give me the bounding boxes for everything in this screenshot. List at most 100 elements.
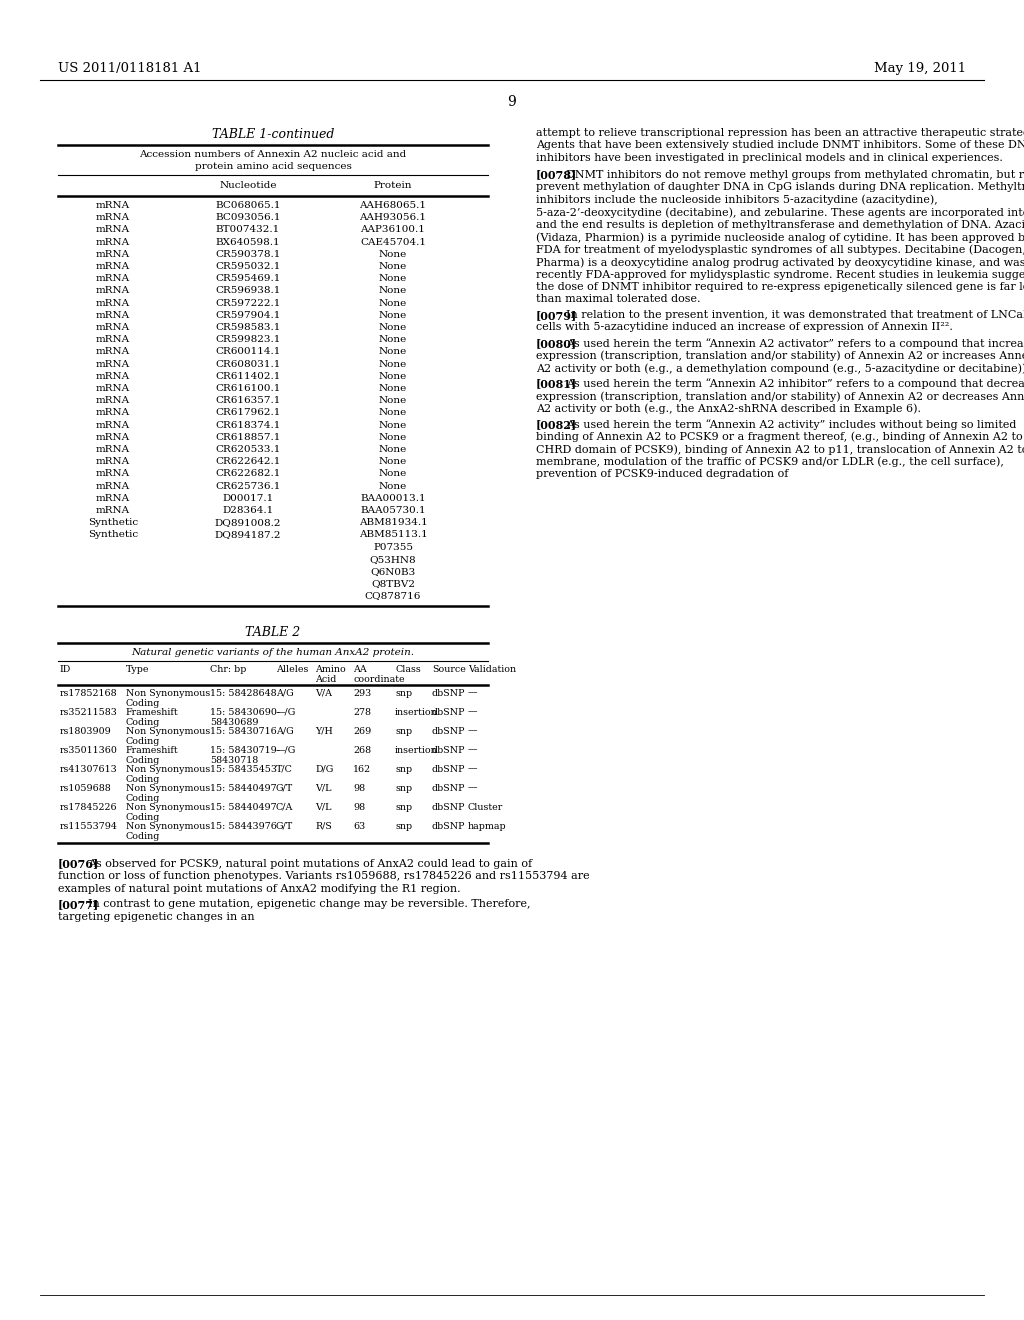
- Text: snp: snp: [395, 764, 412, 774]
- Text: A/G: A/G: [276, 726, 294, 735]
- Text: dbSNP: dbSNP: [432, 689, 466, 697]
- Text: mRNA: mRNA: [96, 335, 130, 345]
- Text: None: None: [379, 445, 408, 454]
- Text: (Vidaza, Pharmion) is a pyrimide nucleoside analog of cytidine. It has been appr: (Vidaza, Pharmion) is a pyrimide nucleos…: [536, 232, 1024, 243]
- Text: G/T: G/T: [276, 784, 293, 792]
- Text: CR620533.1: CR620533.1: [215, 445, 281, 454]
- Text: CQ878716: CQ878716: [365, 591, 421, 601]
- Text: May 19, 2011: May 19, 2011: [873, 62, 966, 75]
- Text: function or loss of function phenotypes. Variants rs1059688, rs17845226 and rs11: function or loss of function phenotypes.…: [58, 871, 590, 882]
- Text: None: None: [379, 335, 408, 345]
- Text: targeting epigenetic changes in an: targeting epigenetic changes in an: [58, 912, 255, 921]
- Text: —: —: [468, 689, 477, 697]
- Text: inhibitors have been investigated in preclinical models and in clinical experien: inhibitors have been investigated in pre…: [536, 153, 1002, 162]
- Text: None: None: [379, 421, 408, 429]
- Text: Nucleotide: Nucleotide: [219, 181, 276, 190]
- Text: None: None: [379, 347, 408, 356]
- Text: As observed for PCSK9, natural point mutations of AnxA2 could lead to gain of: As observed for PCSK9, natural point mut…: [88, 858, 532, 869]
- Text: DQ891008.2: DQ891008.2: [215, 519, 282, 527]
- Text: None: None: [379, 261, 408, 271]
- Text: None: None: [379, 482, 408, 491]
- Text: 162: 162: [353, 764, 371, 774]
- Text: Validation: Validation: [468, 664, 516, 673]
- Text: AAH68065.1: AAH68065.1: [359, 201, 427, 210]
- Text: ABM81934.1: ABM81934.1: [358, 519, 427, 527]
- Text: As used herein the term “Annexin A2 activator” refers to a compound that increas: As used herein the term “Annexin A2 acti…: [566, 338, 1024, 348]
- Text: prevention of PCSK9-induced degradation of: prevention of PCSK9-induced degradation …: [536, 469, 788, 479]
- Text: mRNA: mRNA: [96, 421, 130, 429]
- Text: Non Synonymous
Coding: Non Synonymous Coding: [126, 784, 210, 803]
- Text: R/S: R/S: [315, 821, 332, 830]
- Text: mRNA: mRNA: [96, 372, 130, 380]
- Text: BT007432.1: BT007432.1: [216, 226, 281, 235]
- Text: DNMT inhibitors do not remove methyl groups from methylated chromatin, but rathe: DNMT inhibitors do not remove methyl gro…: [566, 169, 1024, 180]
- Text: None: None: [379, 298, 408, 308]
- Text: None: None: [379, 359, 408, 368]
- Text: Protein: Protein: [374, 181, 413, 190]
- Text: ID: ID: [60, 664, 72, 673]
- Text: CAE45704.1: CAE45704.1: [360, 238, 426, 247]
- Text: Alleles: Alleles: [276, 664, 308, 673]
- Text: BAA00013.1: BAA00013.1: [360, 494, 426, 503]
- Text: rs35011360: rs35011360: [60, 746, 118, 755]
- Text: 98: 98: [353, 803, 366, 812]
- Text: BX640598.1: BX640598.1: [216, 238, 281, 247]
- Text: In contrast to gene mutation, epigenetic change may be reversible. Therefore,: In contrast to gene mutation, epigenetic…: [88, 899, 530, 909]
- Text: [0082]: [0082]: [536, 418, 578, 430]
- Text: Q53HN8: Q53HN8: [370, 554, 417, 564]
- Text: Non Synonymous
Coding: Non Synonymous Coding: [126, 803, 210, 822]
- Text: CR622682.1: CR622682.1: [215, 470, 281, 478]
- Text: [0081]: [0081]: [536, 379, 578, 389]
- Text: D00017.1: D00017.1: [222, 494, 273, 503]
- Text: Type: Type: [126, 664, 150, 673]
- Text: AA
coordinate: AA coordinate: [353, 664, 404, 684]
- Text: mRNA: mRNA: [96, 396, 130, 405]
- Text: V/L: V/L: [315, 803, 332, 812]
- Text: CR600114.1: CR600114.1: [215, 347, 281, 356]
- Text: mRNA: mRNA: [96, 298, 130, 308]
- Text: snp: snp: [395, 821, 412, 830]
- Text: None: None: [379, 310, 408, 319]
- Text: 293: 293: [353, 689, 372, 697]
- Text: A2 activity or both (e.g., the AnxA2-shRNA described in Example 6).: A2 activity or both (e.g., the AnxA2-shR…: [536, 404, 921, 414]
- Text: Accession numbers of Annexin A2 nucleic acid and: Accession numbers of Annexin A2 nucleic …: [139, 150, 407, 158]
- Text: mRNA: mRNA: [96, 445, 130, 454]
- Text: CR618857.1: CR618857.1: [215, 433, 281, 442]
- Text: —: —: [468, 746, 477, 755]
- Text: BC093056.1: BC093056.1: [215, 214, 281, 222]
- Text: membrane, modulation of the traffic of PCSK9 and/or LDLR (e.g., the cell surface: membrane, modulation of the traffic of P…: [536, 457, 1004, 467]
- Text: 15: 58430690-
58430689: 15: 58430690- 58430689: [210, 708, 281, 727]
- Text: CR616100.1: CR616100.1: [215, 384, 281, 393]
- Text: expression (transcription, translation and/or stability) of Annexin A2 or increa: expression (transcription, translation a…: [536, 351, 1024, 362]
- Text: D28364.1: D28364.1: [222, 506, 273, 515]
- Text: binding of Annexin A2 to PCSK9 or a fragment thereof, (e.g., binding of Annexin : binding of Annexin A2 to PCSK9 or a frag…: [536, 432, 1024, 442]
- Text: FDA for treatment of myelodysplastic syndromes of all subtypes. Decitabine (Daco: FDA for treatment of myelodysplastic syn…: [536, 244, 1024, 255]
- Text: mRNA: mRNA: [96, 249, 130, 259]
- Text: the dose of DNMT inhibitor required to re-express epigenetically silenced gene i: the dose of DNMT inhibitor required to r…: [536, 282, 1024, 292]
- Text: rs35211583: rs35211583: [60, 708, 118, 717]
- Text: examples of natural point mutations of AnxA2 modifying the R1 region.: examples of natural point mutations of A…: [58, 883, 461, 894]
- Text: Non Synonymous
Coding: Non Synonymous Coding: [126, 689, 210, 708]
- Text: T/C: T/C: [276, 764, 293, 774]
- Text: mRNA: mRNA: [96, 238, 130, 247]
- Text: CHRD domain of PCSK9), binding of Annexin A2 to p11, translocation of Annexin A2: CHRD domain of PCSK9), binding of Annexi…: [536, 444, 1024, 454]
- Text: mRNA: mRNA: [96, 323, 130, 333]
- Text: rs1059688: rs1059688: [60, 784, 112, 792]
- Text: 15: 58435453: 15: 58435453: [210, 764, 278, 774]
- Text: snp: snp: [395, 689, 412, 697]
- Text: 9: 9: [508, 95, 516, 110]
- Text: 15: 58440497: 15: 58440497: [210, 784, 276, 792]
- Text: recently FDA-approved for mylidysplastic syndrome. Recent studies in leukemia su: recently FDA-approved for mylidysplastic…: [536, 269, 1024, 280]
- Text: Non Synonymous
Coding: Non Synonymous Coding: [126, 821, 210, 841]
- Text: CR622642.1: CR622642.1: [215, 457, 281, 466]
- Text: CR617962.1: CR617962.1: [215, 408, 281, 417]
- Text: dbSNP: dbSNP: [432, 784, 466, 792]
- Text: Y/H: Y/H: [315, 726, 333, 735]
- Text: mRNA: mRNA: [96, 433, 130, 442]
- Text: [0080]: [0080]: [536, 338, 578, 348]
- Text: CR596938.1: CR596938.1: [215, 286, 281, 296]
- Text: snp: snp: [395, 784, 412, 792]
- Text: DQ894187.2: DQ894187.2: [215, 531, 282, 540]
- Text: cells with 5-azacytidine induced an increase of expression of Annexin II²².: cells with 5-azacytidine induced an incr…: [536, 322, 953, 333]
- Text: [0076]: [0076]: [58, 858, 99, 870]
